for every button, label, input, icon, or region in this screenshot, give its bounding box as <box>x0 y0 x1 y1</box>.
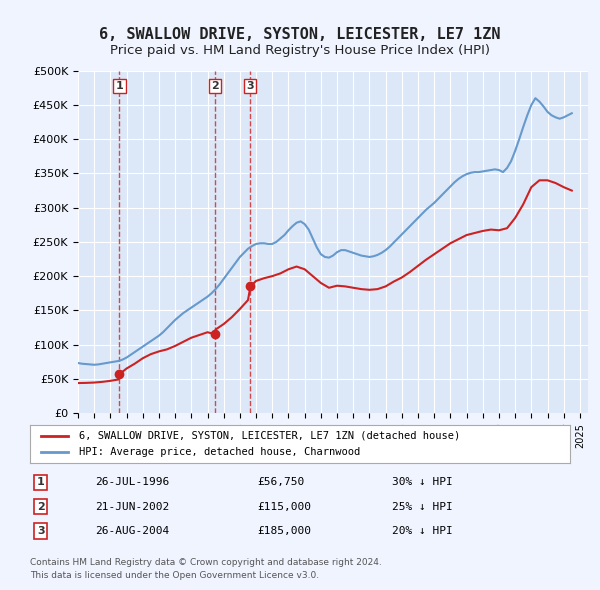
Text: 26-AUG-2004: 26-AUG-2004 <box>95 526 169 536</box>
Text: 30% ↓ HPI: 30% ↓ HPI <box>392 477 452 487</box>
Text: Contains HM Land Registry data © Crown copyright and database right 2024.: Contains HM Land Registry data © Crown c… <box>30 558 382 566</box>
Text: Price paid vs. HM Land Registry's House Price Index (HPI): Price paid vs. HM Land Registry's House … <box>110 44 490 57</box>
Text: HPI: Average price, detached house, Charnwood: HPI: Average price, detached house, Char… <box>79 447 360 457</box>
Text: 1: 1 <box>116 81 124 91</box>
Text: 2: 2 <box>211 81 219 91</box>
Text: 26-JUL-1996: 26-JUL-1996 <box>95 477 169 487</box>
Text: 3: 3 <box>247 81 254 91</box>
Text: 6, SWALLOW DRIVE, SYSTON, LEICESTER, LE7 1ZN: 6, SWALLOW DRIVE, SYSTON, LEICESTER, LE7… <box>99 27 501 41</box>
Text: 6, SWALLOW DRIVE, SYSTON, LEICESTER, LE7 1ZN (detached house): 6, SWALLOW DRIVE, SYSTON, LEICESTER, LE7… <box>79 431 460 441</box>
Text: This data is licensed under the Open Government Licence v3.0.: This data is licensed under the Open Gov… <box>30 571 319 580</box>
Text: 3: 3 <box>37 526 44 536</box>
Text: £115,000: £115,000 <box>257 502 311 512</box>
Text: 25% ↓ HPI: 25% ↓ HPI <box>392 502 452 512</box>
Text: 20% ↓ HPI: 20% ↓ HPI <box>392 526 452 536</box>
Text: £185,000: £185,000 <box>257 526 311 536</box>
Text: 2: 2 <box>37 502 44 512</box>
Text: 1: 1 <box>37 477 44 487</box>
Text: £56,750: £56,750 <box>257 477 304 487</box>
Text: 21-JUN-2002: 21-JUN-2002 <box>95 502 169 512</box>
